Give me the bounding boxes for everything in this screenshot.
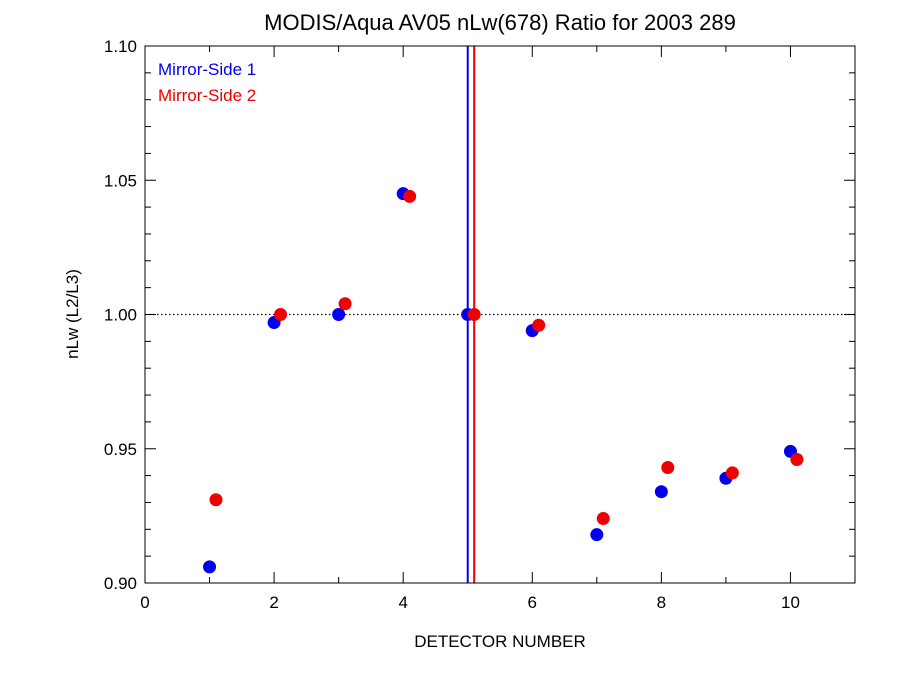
- data-point: [467, 308, 481, 321]
- legend: Mirror-Side 1 Mirror-Side 2: [158, 60, 256, 105]
- chart-title: MODIS/Aqua AV05 nLw(678) Ratio for 2003 …: [264, 10, 736, 35]
- data-point: [790, 452, 804, 466]
- data-point: [590, 528, 604, 542]
- data-point: [332, 308, 346, 321]
- data-point: [661, 461, 675, 475]
- x-tick-label: 6: [528, 593, 537, 612]
- data-point: [274, 308, 288, 321]
- data-point: [403, 189, 417, 203]
- data-point: [203, 560, 217, 574]
- x-tick-label: 10: [781, 593, 800, 612]
- legend-entry: Mirror-Side 2: [158, 86, 256, 105]
- data-point: [338, 297, 352, 311]
- x-axis-label: DETECTOR NUMBER: [414, 632, 586, 651]
- y-axis-label: nLw (L2/L3): [63, 269, 82, 359]
- y-tick-label: 1.05: [104, 171, 137, 190]
- x-tick-label: 0: [140, 593, 149, 612]
- plot-layer: 0 2 4 6 8 10 0.90 0.95 1.00 1.05 1.10: [104, 37, 856, 612]
- data-point: [532, 318, 546, 332]
- y-tick-label: 1.00: [104, 306, 137, 325]
- data-point: [725, 466, 739, 480]
- x-tick-label: 4: [398, 593, 407, 612]
- data-point: [596, 512, 610, 526]
- data-point: [654, 485, 668, 499]
- x-tick-label: 2: [269, 593, 278, 612]
- y-tick-label: 0.95: [104, 440, 137, 459]
- y-tick-label: 1.10: [104, 37, 137, 56]
- plot-frame: [144, 45, 856, 584]
- y-tick-label: 0.90: [104, 574, 137, 593]
- x-tick-label: 8: [657, 593, 666, 612]
- data-point: [209, 493, 223, 507]
- legend-entry: Mirror-Side 1: [158, 60, 256, 79]
